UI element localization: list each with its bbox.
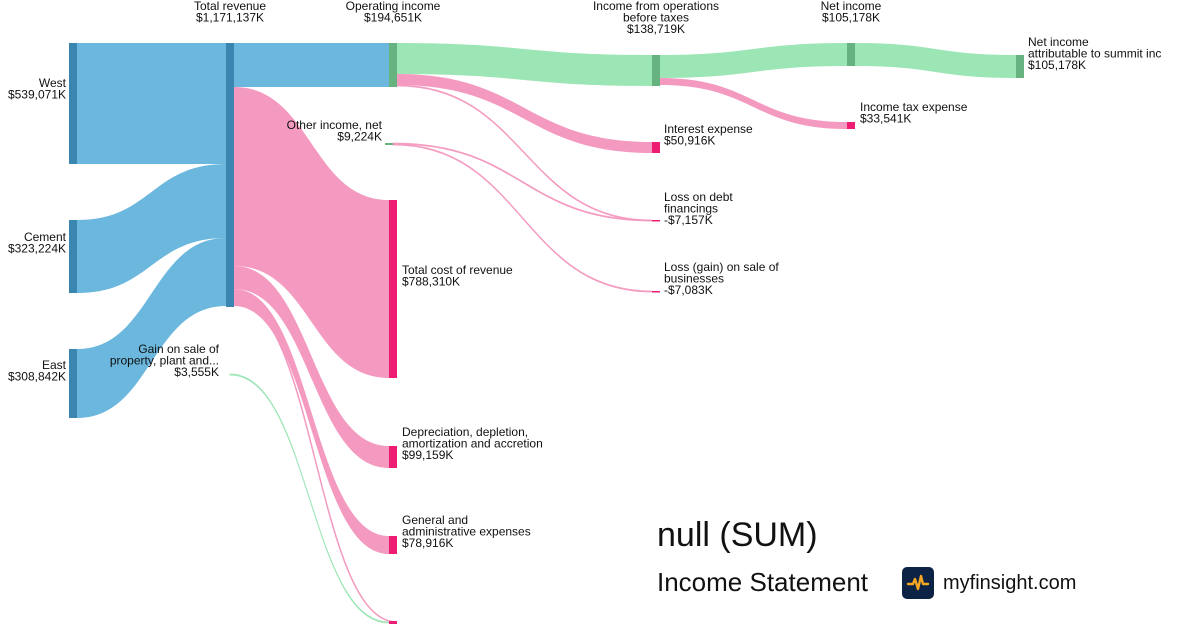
- node-netattr: [1016, 55, 1024, 78]
- label-cost: Total cost of revenue $788,310K: [402, 263, 513, 289]
- node-netinc: [847, 43, 855, 66]
- brand[interactable]: myfinsight.com: [902, 567, 1076, 599]
- node-losssale: [652, 291, 660, 293]
- label-netattr: Net income attributable to summit inc $105…: [1028, 35, 1161, 72]
- label-cement: Cement $323,224K: [8, 230, 67, 256]
- node-depr: [389, 446, 397, 468]
- label-revenue: Total revenue $1,171,137K: [194, 0, 266, 25]
- node-lossdebt: [652, 220, 660, 222]
- node-tax: [847, 122, 855, 129]
- link-revenue-to-depr: [234, 266, 389, 468]
- label-losssale: Loss (gain) on sale of businesses -$7,083K: [664, 260, 779, 297]
- label-ibt: Income from operations before taxes $138,7…: [593, 0, 719, 36]
- label-lossdebt: Loss on debt financings -$7,157K: [664, 190, 733, 227]
- chart-title: null (SUM): [657, 516, 818, 554]
- label-interest: Interest expense $50,916K: [664, 122, 753, 148]
- label-gain: Gain on sale of property, plant and... $3,…: [110, 342, 220, 379]
- link-ibt-to-netinc: [660, 43, 847, 78]
- label-depr: Depreciation, depletion, amortization and…: [402, 425, 543, 462]
- node-gna: [389, 536, 397, 554]
- link-opinc-to-losssale: [396, 84, 653, 222]
- sankey-labels: West $539,071K Cement $323,224K East $308,842…: [8, 0, 1161, 550]
- link-east-to-revenue: [77, 238, 226, 418]
- sankey-nodes: [69, 43, 1024, 624]
- link-netinc-to-netattr: [855, 43, 1016, 78]
- link-ibt-to-tax: [660, 78, 847, 129]
- chart-subtitle: Income Statement: [657, 567, 868, 597]
- node-cement: [69, 220, 77, 293]
- node-cost: [389, 200, 397, 378]
- sankey-links: [77, 43, 1016, 624]
- label-opinc: Operating income $194,651K: [346, 0, 441, 25]
- link-opinc-to-ibt: [397, 43, 652, 86]
- label-netinc: Net income $105,178K: [821, 0, 882, 25]
- link-revenue-to-gna: [234, 289, 389, 554]
- link-otherinc-to-lossdebt: [392, 142, 653, 222]
- label-gna: General and administrative expenses $78,91…: [402, 513, 531, 550]
- node-west: [69, 43, 77, 164]
- link-revenue-to-cost: [234, 87, 389, 378]
- brand-name: myfinsight.com: [943, 571, 1077, 594]
- label-otherinc: Other income, net $9,224K: [287, 118, 383, 144]
- node-minor-expense: [389, 621, 397, 624]
- pulse-logo-icon: [902, 567, 934, 599]
- node-opinc: [389, 43, 397, 87]
- node-interest: [652, 142, 660, 153]
- link-opinc-to-interest: [397, 74, 652, 153]
- node-revenue: [226, 43, 234, 307]
- link-west-to-revenue: [77, 43, 226, 164]
- label-east: East $308,842K: [8, 358, 67, 384]
- label-west: West $539,071K: [8, 76, 67, 102]
- link-cement-to-revenue: [77, 164, 226, 293]
- link-revenue-to-minor-expense: [233, 299, 398, 623]
- node-ibt: [652, 55, 660, 86]
- link-revenue-to-opinc: [234, 43, 389, 87]
- node-otherinc: [385, 143, 393, 145]
- label-tax: Income tax expense $33,541K: [860, 100, 968, 126]
- node-east: [69, 349, 77, 418]
